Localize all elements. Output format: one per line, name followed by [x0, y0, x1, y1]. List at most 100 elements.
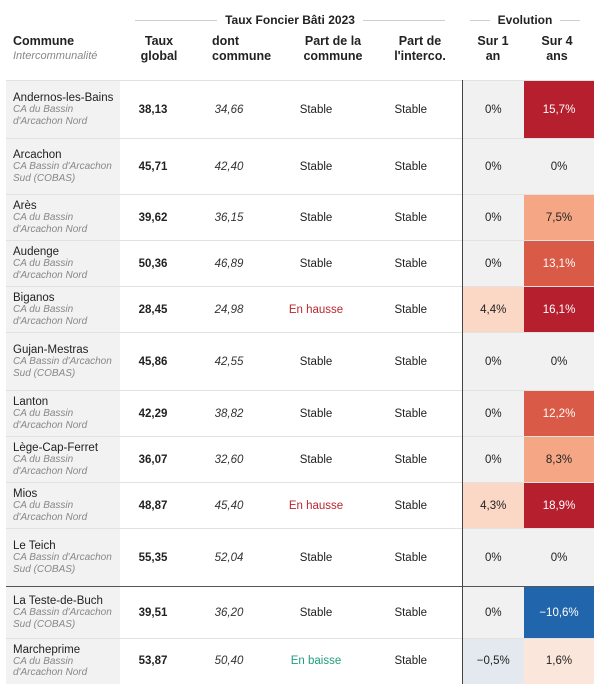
header-text: Part de: [398, 34, 442, 48]
part-interco-cell: Stable: [394, 407, 428, 420]
commune-cell: Audenge CA du Bassin d'Arcachon Nord: [6, 240, 120, 287]
evolution-4ans-cell: 8,3%: [524, 436, 594, 483]
taux-global-cell: 48,87: [138, 499, 168, 512]
commune-name: Audenge: [13, 246, 60, 258]
header-text: Taux: [144, 34, 174, 48]
part-commune-cell: Stable: [299, 103, 333, 116]
header-text: commune: [212, 49, 272, 63]
part-commune-cell: Stable: [299, 160, 333, 173]
dont-commune-cell: 52,04: [214, 551, 244, 564]
group-label-evolution: Evolution: [497, 13, 553, 27]
taux-global-cell: 42,29: [138, 407, 168, 420]
evolution-1an-cell: 0%: [461, 80, 524, 139]
evolution-4ans-cell: 16,1%: [524, 286, 594, 333]
commune-cell: Marcheprime CA du Bassin d'Arcachon Nord: [6, 638, 120, 684]
divider: [135, 19, 218, 21]
dont-commune-cell: 42,55: [214, 355, 244, 368]
part-interco-cell: Stable: [394, 499, 428, 512]
taux-global-cell: 45,86: [138, 355, 168, 368]
part-commune-cell: En baisse: [290, 655, 342, 668]
dont-commune-cell: 42,40: [214, 160, 244, 173]
dont-commune-cell: 45,40: [214, 499, 244, 512]
part-commune-cell: Stable: [299, 407, 333, 420]
interco-name: CA du Bassin d'Arcachon Nord: [13, 655, 88, 679]
commune-cell: Lanton CA du Bassin d'Arcachon Nord: [6, 390, 120, 437]
table-row: Andernos-les-Bains CA du Bassin d'Arcacho…: [6, 80, 594, 139]
divider: [362, 19, 446, 21]
commune-name: Gujan-Mestras: [13, 344, 89, 356]
header-commune: Commune Intercommunalité: [13, 34, 123, 76]
evolution-4ans-cell: 0%: [524, 332, 594, 391]
part-interco-cell: Stable: [394, 355, 428, 368]
commune-cell: Andernos-les-Bains CA du Bassin d'Arcacho…: [6, 80, 120, 139]
part-interco-cell: Stable: [394, 655, 428, 668]
part-commune-cell: Stable: [299, 453, 333, 466]
header-text: commune: [303, 49, 363, 63]
table-row: Mios CA du Bassin d'Arcachon Nord 48,87 45,…: [6, 482, 594, 529]
divider: [470, 19, 490, 21]
evolution-4ans-cell: 13,1%: [524, 240, 594, 287]
group-header-taux: Taux Foncier Bâti 2023: [135, 10, 446, 30]
commune-name: Biganos: [13, 292, 55, 304]
evolution-4ans-cell: 18,9%: [524, 482, 594, 529]
header-part-interco: Part de l'interco.: [382, 34, 458, 76]
commune-cell: Mios CA du Bassin d'Arcachon Nord: [6, 482, 120, 529]
evolution-1an-cell: 0%: [461, 240, 524, 287]
evolution-4ans-cell: 12,2%: [524, 390, 594, 437]
divider: [560, 19, 581, 21]
part-interco-cell: Stable: [394, 551, 428, 564]
interco-name: CA du Bassin d'Arcachon Nord: [13, 454, 88, 477]
part-commune-cell: Stable: [299, 211, 333, 224]
table-row: Gujan-Mestras CA Bassin d'Arcachon Sud (C…: [6, 332, 594, 391]
evolution-4ans-cell: 7,5%: [524, 194, 594, 241]
table-row: La Teste-de-Buch CA Bassin d'Arcachon Sud…: [6, 586, 594, 639]
table-body: Andernos-les-Bains CA du Bassin d'Arcacho…: [6, 80, 594, 684]
part-commune-cell: En hausse: [288, 499, 344, 512]
evolution-1an-cell: 4,3%: [461, 482, 524, 529]
table-row: Lanton CA du Bassin d'Arcachon Nord 42,29 3…: [6, 390, 594, 437]
table-row: Biganos CA du Bassin d'Arcachon Nord 28,45…: [6, 286, 594, 333]
evolution-1an-cell: 4,4%: [461, 286, 524, 333]
header-interco-label: Intercommunalité: [13, 50, 98, 62]
evolution-1an-cell: 0%: [461, 528, 524, 587]
evolution-1an-cell: 0%: [461, 332, 524, 391]
taux-global-cell: 55,35: [138, 551, 168, 564]
header-sur1: Sur 1 an: [462, 34, 524, 76]
commune-cell: Arès CA du Bassin d'Arcachon Nord: [6, 194, 120, 241]
taux-global-cell: 38,13: [138, 103, 168, 116]
interco-name: CA du Bassin d'Arcachon Nord: [13, 500, 88, 523]
table-row: Le Teich CA Bassin d'Arcachon Sud (COBAS)…: [6, 528, 594, 587]
header-text: Sur 4: [541, 34, 573, 48]
evolution-1an-cell: 0%: [461, 138, 524, 195]
header-text: ans: [546, 49, 568, 63]
dont-commune-cell: 36,20: [214, 606, 244, 619]
commune-cell: Biganos CA du Bassin d'Arcachon Nord: [6, 286, 120, 333]
evolution-4ans-cell: 15,7%: [524, 80, 594, 139]
commune-name: Arès: [13, 200, 37, 212]
commune-cell: Lège-Cap-Ferret CA du Bassin d'Arcachon N…: [6, 436, 120, 483]
evolution-1an-cell: 0%: [461, 586, 524, 639]
group-label-taux: Taux Foncier Bâti 2023: [225, 13, 355, 27]
part-interco-cell: Stable: [394, 303, 428, 316]
commune-name: Le Teich: [13, 540, 56, 552]
commune-cell: La Teste-de-Buch CA Bassin d'Arcachon Sud…: [6, 586, 120, 639]
commune-name: La Teste-de-Buch: [13, 595, 103, 607]
interco-name: CA du Bassin d'Arcachon Nord: [13, 104, 88, 127]
evolution-4ans-cell: 0%: [524, 528, 594, 587]
header-text: an: [485, 49, 501, 63]
part-interco-cell: Stable: [394, 103, 428, 116]
evolution-4ans-cell: 0%: [524, 138, 594, 195]
dont-commune-cell: 46,89: [214, 257, 244, 270]
interco-name: CA du Bassin d'Arcachon Nord: [13, 258, 88, 281]
taux-global-cell: 45,71: [138, 160, 168, 173]
table-row: Marcheprime CA du Bassin d'Arcachon Nord 5…: [6, 638, 594, 684]
evolution-1an-cell: 0%: [461, 390, 524, 437]
part-interco-cell: Stable: [394, 606, 428, 619]
part-interco-cell: Stable: [394, 257, 428, 270]
header-sur4: Sur 4 ans: [524, 34, 590, 76]
taux-global-cell: 53,87: [138, 655, 168, 668]
part-commune-cell: Stable: [299, 355, 333, 368]
part-commune-cell: Stable: [299, 257, 333, 270]
dont-commune-cell: 32,60: [214, 453, 244, 466]
part-interco-cell: Stable: [394, 160, 428, 173]
